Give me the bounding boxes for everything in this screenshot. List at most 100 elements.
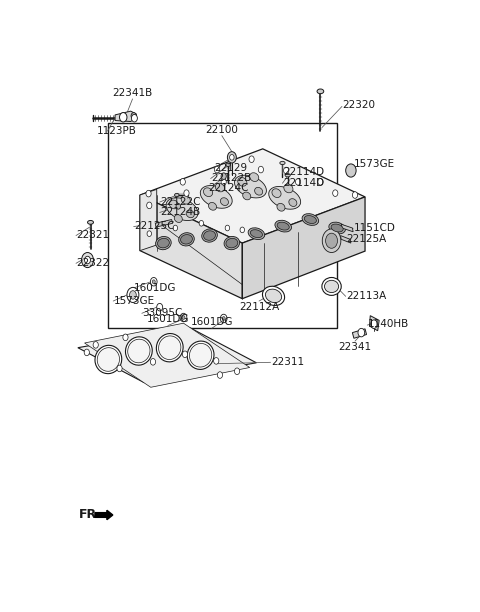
Circle shape xyxy=(120,113,127,122)
Circle shape xyxy=(222,316,225,320)
Circle shape xyxy=(127,288,139,302)
Text: 22321: 22321 xyxy=(77,230,110,240)
Ellipse shape xyxy=(190,343,212,367)
Circle shape xyxy=(184,190,189,196)
Circle shape xyxy=(117,365,122,371)
Ellipse shape xyxy=(169,200,179,209)
Text: 22322: 22322 xyxy=(77,258,110,268)
Ellipse shape xyxy=(200,185,232,208)
Text: 22341: 22341 xyxy=(338,342,372,352)
Ellipse shape xyxy=(174,215,182,223)
Circle shape xyxy=(240,227,244,233)
Polygon shape xyxy=(140,189,156,251)
Ellipse shape xyxy=(128,339,150,363)
Text: 22125A: 22125A xyxy=(347,234,387,244)
Ellipse shape xyxy=(220,198,228,206)
Circle shape xyxy=(346,164,356,177)
Polygon shape xyxy=(155,220,173,227)
Ellipse shape xyxy=(156,236,171,250)
Polygon shape xyxy=(140,195,242,299)
Circle shape xyxy=(146,190,151,197)
Circle shape xyxy=(93,341,98,348)
Ellipse shape xyxy=(204,188,213,196)
Ellipse shape xyxy=(285,174,290,177)
Polygon shape xyxy=(242,197,365,299)
Ellipse shape xyxy=(87,220,94,224)
Circle shape xyxy=(225,225,229,231)
Circle shape xyxy=(284,167,289,174)
Polygon shape xyxy=(115,111,136,122)
Ellipse shape xyxy=(250,173,259,182)
Ellipse shape xyxy=(180,234,192,244)
Circle shape xyxy=(229,154,234,160)
Circle shape xyxy=(152,280,155,283)
Circle shape xyxy=(221,173,226,179)
Ellipse shape xyxy=(175,193,179,196)
Ellipse shape xyxy=(204,231,216,241)
Ellipse shape xyxy=(304,215,316,223)
Ellipse shape xyxy=(254,187,263,195)
Ellipse shape xyxy=(272,188,281,198)
Ellipse shape xyxy=(179,233,194,246)
Text: 1140HB: 1140HB xyxy=(368,319,409,329)
Circle shape xyxy=(132,114,137,122)
Circle shape xyxy=(371,320,377,329)
Ellipse shape xyxy=(275,220,291,232)
Circle shape xyxy=(150,277,157,286)
Circle shape xyxy=(215,166,219,173)
Ellipse shape xyxy=(186,210,194,218)
Circle shape xyxy=(258,166,264,173)
Circle shape xyxy=(221,179,226,185)
Text: 1123PB: 1123PB xyxy=(97,126,137,136)
Ellipse shape xyxy=(289,199,297,206)
Circle shape xyxy=(296,179,300,185)
Circle shape xyxy=(173,225,178,231)
Polygon shape xyxy=(84,323,250,387)
Ellipse shape xyxy=(238,177,247,186)
Text: 22124B: 22124B xyxy=(160,207,201,217)
Circle shape xyxy=(180,179,185,185)
Text: 1601DG: 1601DG xyxy=(133,283,176,293)
FancyArrow shape xyxy=(95,510,113,520)
Ellipse shape xyxy=(265,289,282,302)
Ellipse shape xyxy=(251,230,263,237)
Ellipse shape xyxy=(226,238,238,248)
Text: 22100: 22100 xyxy=(205,125,238,135)
Circle shape xyxy=(157,304,163,311)
Circle shape xyxy=(176,204,180,209)
Ellipse shape xyxy=(97,348,120,371)
Circle shape xyxy=(123,334,128,341)
Ellipse shape xyxy=(202,229,217,242)
Text: 22114D: 22114D xyxy=(283,168,324,177)
Circle shape xyxy=(358,329,365,337)
Ellipse shape xyxy=(166,198,198,220)
Circle shape xyxy=(220,314,227,323)
Circle shape xyxy=(147,202,152,209)
Ellipse shape xyxy=(277,222,289,230)
Circle shape xyxy=(82,253,94,267)
Ellipse shape xyxy=(284,184,293,193)
Ellipse shape xyxy=(324,280,338,293)
Ellipse shape xyxy=(248,228,264,239)
Circle shape xyxy=(234,368,240,375)
Ellipse shape xyxy=(302,214,319,225)
Ellipse shape xyxy=(226,163,230,166)
Ellipse shape xyxy=(208,203,216,210)
Circle shape xyxy=(325,233,337,248)
Polygon shape xyxy=(352,329,367,338)
Polygon shape xyxy=(341,224,353,232)
Ellipse shape xyxy=(181,195,190,204)
Polygon shape xyxy=(78,328,256,382)
Ellipse shape xyxy=(95,345,122,374)
Text: FR.: FR. xyxy=(79,509,102,521)
Polygon shape xyxy=(370,316,379,330)
Circle shape xyxy=(84,349,89,356)
Text: 33095C: 33095C xyxy=(143,308,183,318)
Circle shape xyxy=(318,179,323,185)
Text: 22311: 22311 xyxy=(271,357,304,367)
Circle shape xyxy=(180,313,187,322)
Text: 1601DG: 1601DG xyxy=(191,317,233,327)
Text: 22112A: 22112A xyxy=(239,302,279,312)
Ellipse shape xyxy=(322,277,341,296)
Ellipse shape xyxy=(329,222,346,234)
